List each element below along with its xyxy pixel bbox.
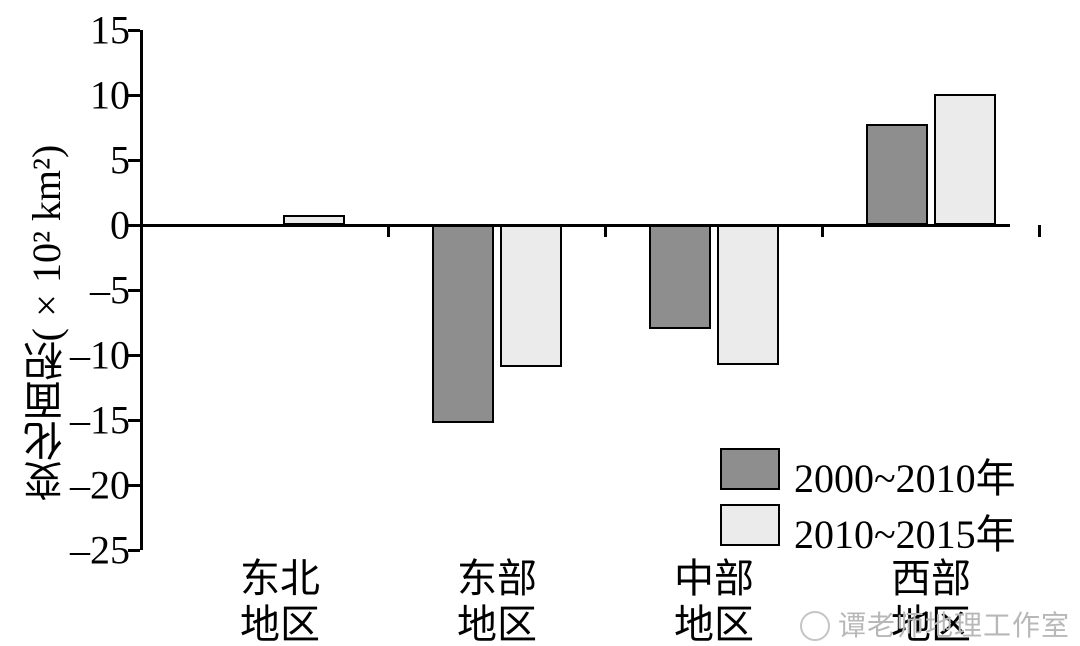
x-category-label: 中部地区 [664,556,764,646]
y-tick-label: 10 [60,72,130,119]
y-axis-label: 变化面积(×10² km²) [18,145,76,502]
x-tick [1038,225,1041,237]
bar [432,225,494,423]
legend-label: 2010~2015年 [794,502,1016,560]
x-category-label: 东北地区 [230,556,330,646]
y-axis [140,30,143,550]
x-tick [604,225,607,237]
bar [717,225,779,365]
bar [866,124,928,225]
wechat-icon [800,611,830,641]
x-tick [821,225,824,237]
watermark: 谭老师地理工作室 [800,604,1070,644]
x-category-label: 东部地区 [447,556,547,646]
bar [649,225,711,329]
y-tick-label: –25 [60,527,130,574]
y-tick-label: –10 [60,332,130,379]
bar [283,215,345,225]
y-tick-label: 0 [60,202,130,249]
legend-swatch [720,448,780,490]
bar [934,94,996,225]
bar [500,225,562,367]
y-tick-label: –5 [60,267,130,314]
legend-label: 2000~2010年 [794,446,1016,504]
y-tick-label: –20 [60,462,130,509]
x-tick [387,225,390,237]
y-tick-label: 15 [60,7,130,54]
y-tick-label: 5 [60,137,130,184]
y-tick-label: –15 [60,397,130,444]
watermark-text: 谭老师地理工作室 [838,611,1070,642]
legend-swatch [720,504,780,546]
plot-area: 151050–5–10–15–20–25东北地区东部地区中部地区西部地区2000… [140,30,1010,550]
chart-container: 变化面积(×10² km²) 151050–5–10–15–20–25东北地区东… [0,0,1080,646]
